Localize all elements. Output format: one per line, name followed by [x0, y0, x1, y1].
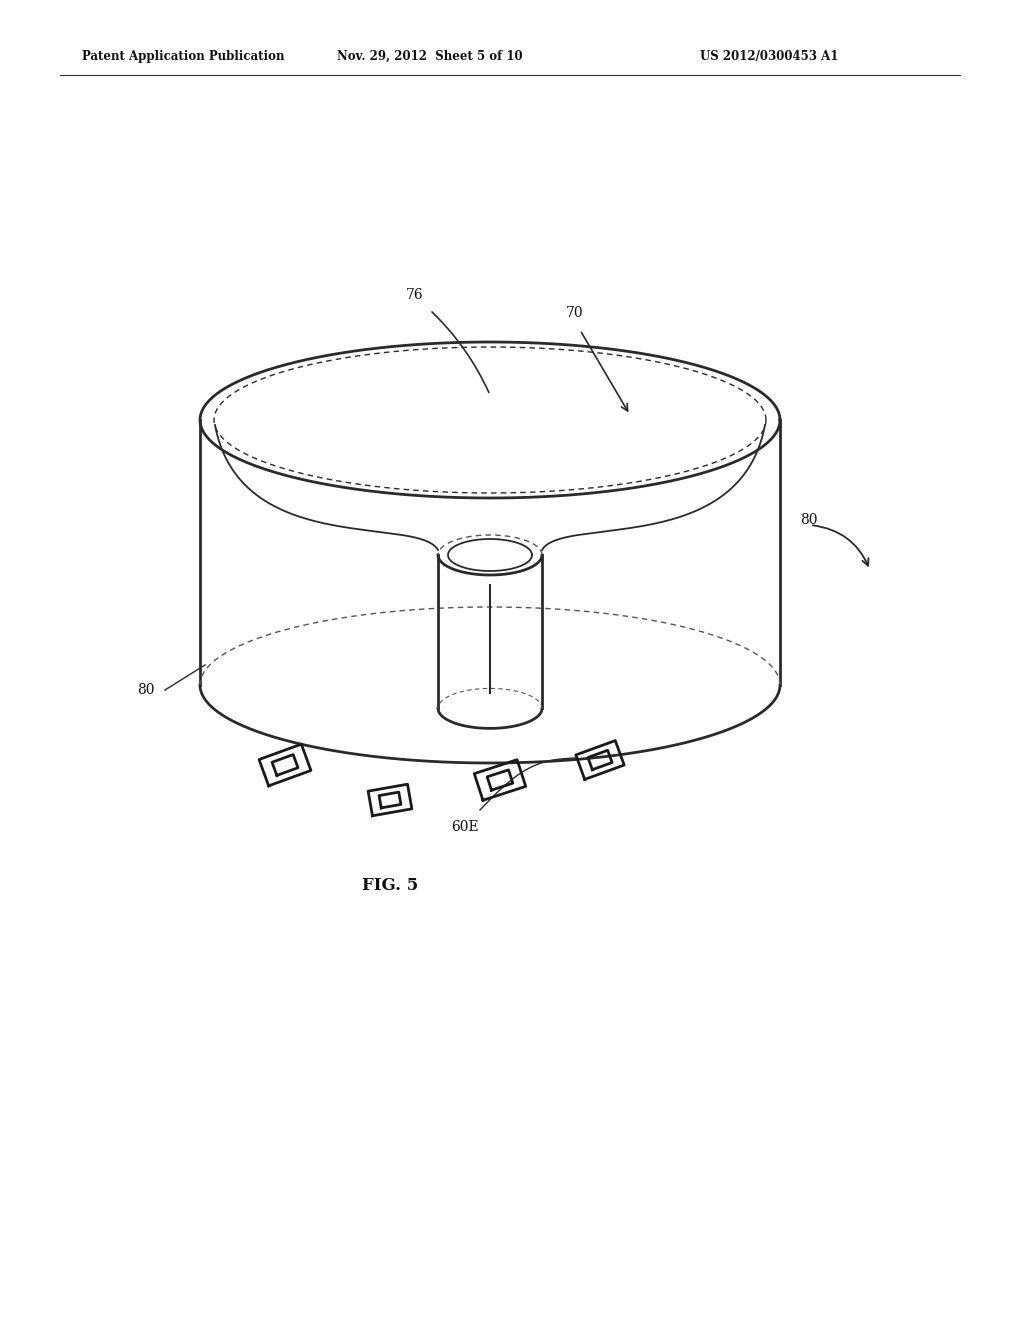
Text: 70: 70: [566, 306, 584, 319]
Text: 80: 80: [137, 682, 155, 697]
Text: US 2012/0300453 A1: US 2012/0300453 A1: [700, 50, 839, 63]
Text: FIG. 5: FIG. 5: [361, 876, 418, 894]
Text: 80: 80: [800, 513, 817, 527]
Text: 60E: 60E: [452, 820, 479, 834]
Text: Nov. 29, 2012  Sheet 5 of 10: Nov. 29, 2012 Sheet 5 of 10: [337, 50, 523, 63]
Text: 76: 76: [407, 288, 424, 302]
Text: Patent Application Publication: Patent Application Publication: [82, 50, 285, 63]
